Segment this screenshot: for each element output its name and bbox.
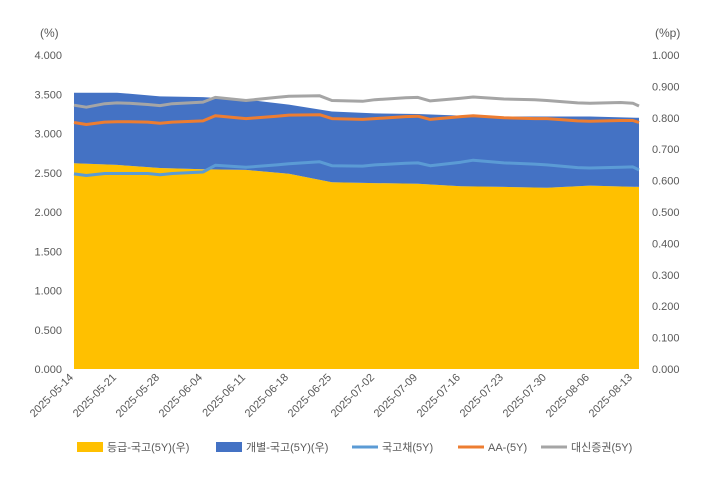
x-tick-label: 2025-08-06 bbox=[544, 372, 592, 420]
right-axis-ticks: 0.000 0.100 0.200 0.300 0.400 0.500 0.600 0.700… bbox=[652, 50, 680, 376]
right-tick-label: 0.100 bbox=[652, 333, 680, 345]
legend-label: 등급-국고(5Y)(우) bbox=[107, 441, 189, 454]
right-tick-label: 0.300 bbox=[652, 270, 680, 282]
x-tick-label: 2025-06-18 bbox=[243, 372, 291, 420]
x-tick-label: 2025-07-16 bbox=[415, 372, 463, 420]
x-axis-ticks: 2025-05-142025-05-212025-05-282025-06-04… bbox=[28, 372, 635, 420]
right-tick-label: 0.600 bbox=[652, 176, 680, 188]
legend-swatch bbox=[77, 442, 103, 452]
left-tick-label: 1.000 bbox=[34, 286, 62, 298]
x-tick-label: 2025-06-25 bbox=[286, 372, 334, 420]
stacked-areas bbox=[74, 92, 639, 369]
line-series-2 bbox=[73, 94, 640, 109]
right-tick-label: 0.200 bbox=[652, 301, 680, 313]
x-tick-label: 2025-06-11 bbox=[200, 372, 248, 420]
line-series bbox=[73, 94, 640, 177]
right-tick-label: 0.000 bbox=[652, 364, 680, 376]
left-axis-unit: (%) bbox=[40, 26, 59, 40]
legend-swatch bbox=[216, 442, 242, 452]
legend-label: 대신증권(5Y) bbox=[571, 441, 632, 454]
right-axis-unit: (%p) bbox=[655, 26, 680, 40]
x-tick-label: 2025-05-14 bbox=[28, 372, 76, 420]
legend-label: AA-(5Y) bbox=[488, 442, 527, 454]
left-axis-ticks: 0.000 0.500 1.000 1.500 2.000 2.500 3.000 3.500… bbox=[34, 50, 62, 376]
area-series-0 bbox=[74, 163, 639, 369]
left-tick-label: 1.500 bbox=[34, 246, 62, 258]
legend-label: 개별-국고(5Y)(우) bbox=[246, 441, 328, 454]
left-tick-label: 0.000 bbox=[34, 364, 62, 376]
left-tick-label: 4.000 bbox=[34, 50, 62, 62]
left-tick-label: 3.000 bbox=[34, 129, 62, 141]
left-tick-label: 2.500 bbox=[34, 168, 62, 180]
x-tick-label: 2025-07-09 bbox=[372, 372, 420, 420]
left-tick-label: 2.000 bbox=[34, 207, 62, 219]
x-tick-label: 2025-08-13 bbox=[587, 372, 635, 420]
right-tick-label: 0.800 bbox=[652, 113, 680, 125]
x-tick-label: 2025-05-21 bbox=[71, 372, 119, 420]
left-tick-label: 3.500 bbox=[34, 89, 62, 101]
right-tick-label: 0.700 bbox=[652, 144, 680, 156]
right-tick-label: 0.900 bbox=[652, 81, 680, 93]
x-tick-label: 2025-07-02 bbox=[329, 372, 377, 420]
legend: 등급-국고(5Y)(우) 개별-국고(5Y)(우) 국고채(5Y) AA-(5Y) 대신… bbox=[77, 441, 632, 454]
right-tick-label: 1.000 bbox=[652, 50, 680, 62]
right-tick-label: 0.500 bbox=[652, 207, 680, 219]
right-tick-label: 0.400 bbox=[652, 238, 680, 250]
line-series-0 bbox=[73, 158, 640, 177]
legend-label: 국고채(5Y) bbox=[382, 441, 433, 454]
line-series-1 bbox=[73, 113, 640, 126]
x-tick-label: 2025-06-04 bbox=[157, 372, 205, 420]
x-tick-label: 2025-07-30 bbox=[501, 372, 549, 420]
x-tick-label: 2025-07-23 bbox=[458, 372, 506, 420]
left-tick-label: 0.500 bbox=[34, 325, 62, 337]
x-tick-label: 2025-05-28 bbox=[114, 372, 162, 420]
